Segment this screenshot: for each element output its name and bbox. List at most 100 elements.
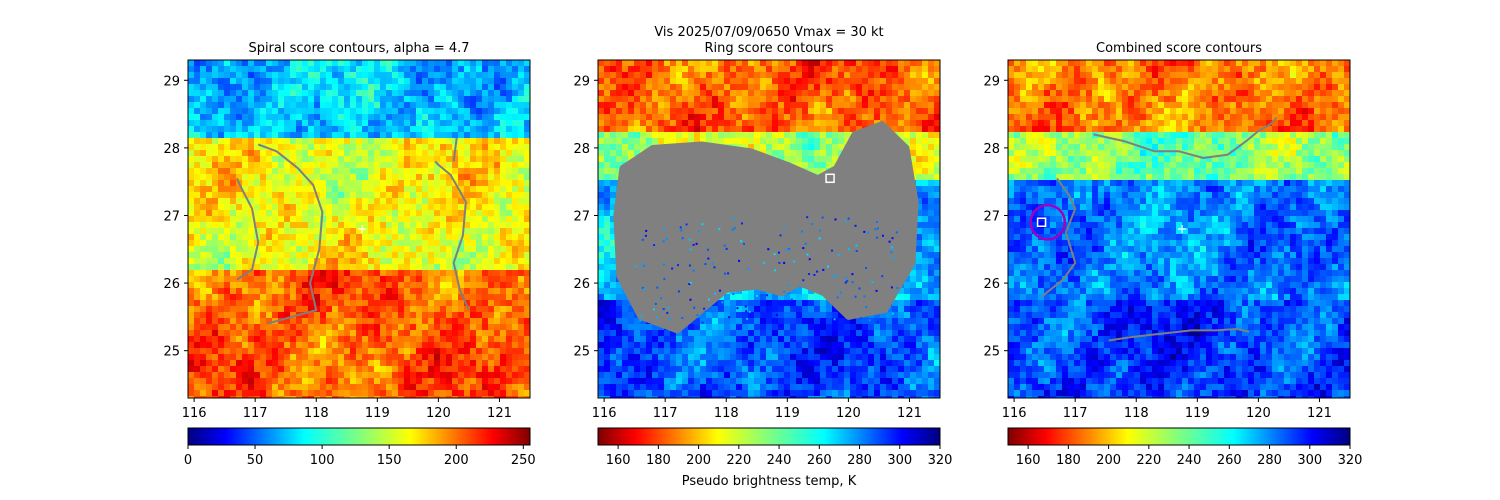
heatmap-cell <box>844 108 851 115</box>
heatmap-cell <box>218 264 225 271</box>
heatmap-cell <box>374 306 381 313</box>
heatmap-cell <box>380 330 387 337</box>
heatmap-cell <box>434 144 441 151</box>
heatmap-cell <box>410 246 417 253</box>
heatmap-cell <box>410 216 417 223</box>
heatmap-cell <box>604 210 611 217</box>
heatmap-cell <box>350 396 357 398</box>
heatmap-cell <box>880 114 887 121</box>
heatmap-cell <box>916 156 923 163</box>
heatmap-cell <box>652 138 659 145</box>
heatmap-cell <box>230 330 237 337</box>
heatmap-cell <box>344 354 351 361</box>
heatmap-cell <box>434 222 441 229</box>
heatmap-cell <box>332 342 339 349</box>
heatmap-cell <box>410 234 417 241</box>
heatmap-cell <box>604 84 611 91</box>
heatmap-cell <box>356 396 363 398</box>
heatmap-cell <box>230 372 237 379</box>
heatmap-cell <box>428 324 435 331</box>
heatmap-cell <box>272 390 279 397</box>
heatmap-cell <box>308 120 315 127</box>
heatmap-cell <box>416 390 423 397</box>
heatmap-cell <box>392 348 399 355</box>
heatmap-cell <box>242 282 249 289</box>
heatmap-cell <box>314 312 321 319</box>
heatmap-cell <box>452 210 459 217</box>
heatmap-cell <box>278 210 285 217</box>
heatmap-cell <box>934 150 940 157</box>
heatmap-cell <box>916 204 923 211</box>
heatmap-cell <box>332 348 339 355</box>
heatmap-cell <box>844 72 851 79</box>
heatmap-cell <box>500 72 507 79</box>
heatmap-cell <box>470 108 477 115</box>
heatmap-cell <box>928 138 935 145</box>
heatmap-cell <box>700 66 707 73</box>
heatmap-cell <box>338 318 345 325</box>
heatmap-cell <box>658 78 665 85</box>
heatmap-cell <box>518 228 525 235</box>
heatmap-cell <box>778 126 785 133</box>
heatmap-cell <box>886 120 893 127</box>
heatmap-cell <box>386 60 393 67</box>
heatmap-cell <box>760 66 767 73</box>
heatmap-cell <box>868 84 875 91</box>
heatmap-cell <box>356 240 363 247</box>
heatmap-cell <box>260 384 267 391</box>
heatmap-cell <box>314 102 321 109</box>
heatmap-cell <box>326 210 333 217</box>
heatmap-cell <box>380 276 387 283</box>
heatmap-cell <box>206 228 213 235</box>
heatmap-cell <box>344 330 351 337</box>
heatmap-cell <box>422 96 429 103</box>
heatmap-cell <box>368 342 375 349</box>
heatmap-cell <box>206 306 213 313</box>
heatmap-cell <box>784 96 791 103</box>
heatmap-cell <box>392 198 399 205</box>
heatmap-cell <box>338 300 345 307</box>
heatmap-cell <box>344 72 351 79</box>
heatmap-cell <box>338 162 345 169</box>
heatmap-cell <box>218 138 225 145</box>
heatmap-cell <box>452 66 459 73</box>
heatmap-cell <box>482 132 489 139</box>
heatmap-cell <box>338 78 345 85</box>
heatmap-cell <box>416 162 423 169</box>
heatmap-cell <box>308 144 315 151</box>
heatmap-cell <box>616 90 623 97</box>
heatmap-cell <box>434 150 441 157</box>
heatmap-cell <box>194 234 201 241</box>
heatmap-cell <box>784 150 791 157</box>
heatmap-cell <box>308 300 315 307</box>
heatmap-cell <box>254 138 261 145</box>
heatmap-cell <box>494 84 501 91</box>
heatmap-cell <box>416 132 423 139</box>
heatmap-cell <box>410 210 417 217</box>
heatmap-cell <box>928 96 935 103</box>
heatmap-cell <box>604 168 611 175</box>
heatmap-cell <box>476 240 483 247</box>
heatmap-cell <box>524 108 530 115</box>
heatmap-cell <box>784 84 791 91</box>
heatmap-cell <box>518 78 525 85</box>
heatmap-cell <box>188 174 195 181</box>
heatmap-cell <box>416 180 423 187</box>
heatmap-cell <box>218 186 225 193</box>
heatmap-cell <box>266 108 273 115</box>
heatmap-cell <box>320 246 327 253</box>
heatmap-cell <box>838 132 845 139</box>
heatmap-cell <box>628 78 635 85</box>
heatmap-cell <box>386 276 393 283</box>
heatmap-cell <box>188 318 195 325</box>
heatmap-cell <box>434 384 441 391</box>
heatmap-cell <box>748 132 755 139</box>
heatmap-cell <box>218 330 225 337</box>
heatmap-cell <box>808 84 815 91</box>
heatmap-cell <box>610 228 617 235</box>
heatmap-cell <box>452 204 459 211</box>
heatmap-cell <box>428 360 435 367</box>
heatmap-cell <box>874 96 881 103</box>
heatmap-cell <box>910 108 917 115</box>
heatmap-cell <box>886 114 893 121</box>
